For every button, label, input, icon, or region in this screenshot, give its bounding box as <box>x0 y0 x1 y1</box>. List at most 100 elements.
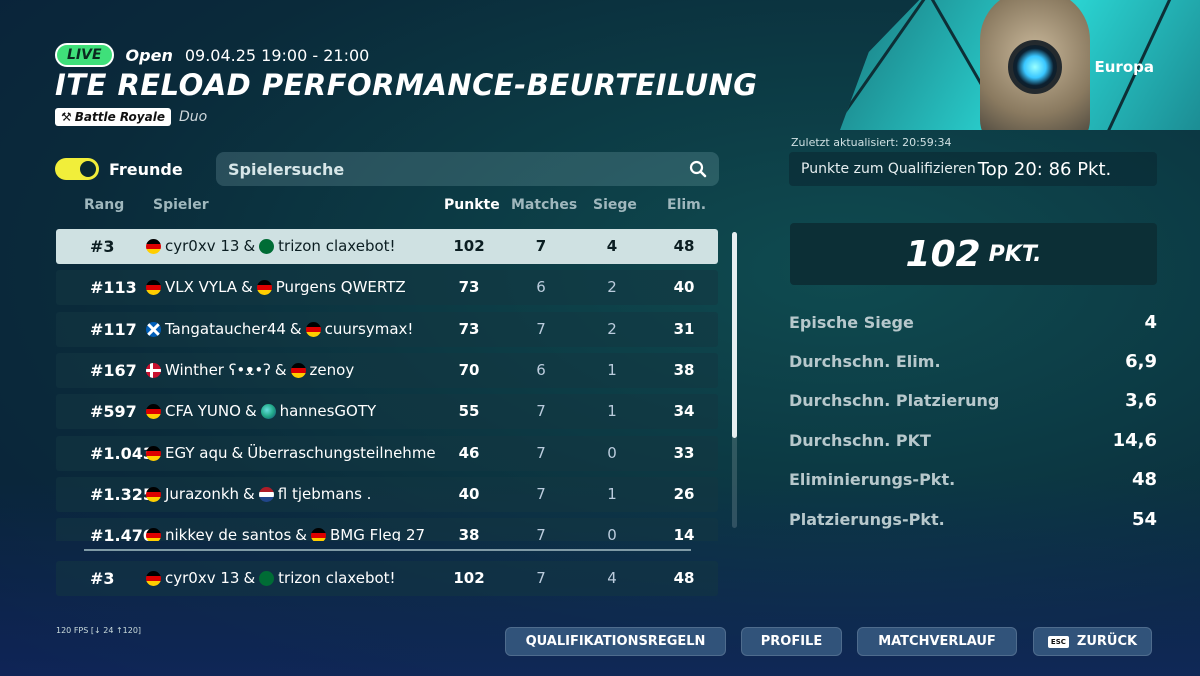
stat-value: 54 <box>1131 508 1157 530</box>
row-elims: 26 <box>673 484 695 503</box>
row-rank: #1.325 <box>90 484 155 504</box>
match-history-button[interactable]: MATCHVERLAUF <box>857 627 1017 656</box>
player-separator: & <box>274 360 287 379</box>
player-search-input[interactable] <box>228 159 689 179</box>
player-separator: & <box>243 484 255 503</box>
player-1-name: Jurazonkh <box>165 484 240 503</box>
row-elims: 14 <box>673 526 695 541</box>
row-points: 70 <box>458 360 480 379</box>
leaderboard-row[interactable]: #1.325 Jurazonkh & fl tjebmans . 40 7 1 … <box>56 476 718 512</box>
flag-germany-icon <box>146 404 161 420</box>
stat-row: Epische Siege 4 <box>789 310 1157 334</box>
total-points-box: 102 PKT. <box>790 223 1157 285</box>
flag-saudi-icon <box>259 571 275 586</box>
player-1-name: VLX VYLA <box>165 278 238 297</box>
mode-badge: ⚒ Battle Royale <box>55 108 171 126</box>
profiles-button[interactable]: PROFILE <box>741 627 842 656</box>
player-1-name: Winther ʕ•ᴥ•ʔ <box>165 360 271 379</box>
player-2-name: trizon claxebot! <box>278 569 396 587</box>
player-2-name: Purgens QWERTZ <box>275 278 406 297</box>
player-separator: & <box>231 443 244 462</box>
row-matches: 7 <box>536 484 546 503</box>
total-points-unit: PKT. <box>988 241 1042 267</box>
row-matches: 7 <box>536 319 546 338</box>
esc-key-icon: ESC <box>1047 635 1069 648</box>
row-points: 73 <box>458 278 480 297</box>
stat-label: Platzierungs-Pkt. <box>789 509 945 529</box>
scrollbar-thumb[interactable] <box>732 232 737 438</box>
leaderboard-scrollbar[interactable] <box>732 232 737 528</box>
character-portrait <box>980 0 1090 130</box>
qualify-label: Punkte zum Qualifizieren <box>801 161 976 177</box>
row-wins: 2 <box>607 278 617 297</box>
row-points: 102 <box>453 237 485 255</box>
row-players: Tangataucher44 & cuursymax! <box>146 312 436 347</box>
row-rank: #1.043 <box>90 443 155 463</box>
flag-germany-icon <box>146 239 161 254</box>
stat-label: Durchschn. Platzierung <box>789 391 1000 411</box>
qualification-rules-button[interactable]: QUALIFIKATIONSREGELN <box>505 627 726 656</box>
row-matches: 7 <box>536 443 546 462</box>
player-1-name: Tangataucher44 <box>165 319 286 338</box>
column-header-player: Spieler <box>153 197 209 213</box>
table-divider <box>84 549 691 551</box>
leaderboard-row[interactable]: #1.043 EGY aqu & Überraschungsteilnehmer… <box>56 435 718 471</box>
my-team-row-content[interactable]: #3 cyr0xv 13 & trizon claxebot! 102 7 4 … <box>56 561 718 596</box>
leaderboard-row[interactable]: #3 cyr0xv 13 & trizon claxebot! 102 7 4 … <box>56 229 718 264</box>
stat-label: Epische Siege <box>789 312 914 332</box>
row-elims: 38 <box>673 360 695 379</box>
hero-banner <box>840 0 1200 130</box>
leaderboard-row[interactable]: #117 Tangataucher44 & cuursymax! 73 7 2 … <box>56 311 718 347</box>
player-search[interactable] <box>216 152 719 186</box>
row-matches: 6 <box>536 360 546 379</box>
friends-toggle-row[interactable]: Freunde <box>55 158 183 180</box>
player-separator: & <box>243 237 256 255</box>
back-button[interactable]: ESC ZURÜCK <box>1033 627 1152 656</box>
row-matches: 7 <box>535 237 547 255</box>
player-2-name: cuursymax! <box>324 319 414 338</box>
event-time: 09.04.25 19:00 - 21:00 <box>184 45 370 65</box>
leaderboard-row[interactable]: #597 CFA YUNO & hannesGOTY 55 7 1 34 <box>56 394 718 430</box>
column-header-points: Punkte <box>444 197 500 213</box>
row-wins: 1 <box>607 402 617 421</box>
player-1-name: EGY aqu <box>165 443 228 462</box>
stat-row: Platzierungs-Pkt. 54 <box>789 507 1157 531</box>
live-badge: LIVE <box>55 43 114 67</box>
friends-toggle-label: Freunde <box>109 159 183 179</box>
search-icon[interactable] <box>689 160 707 178</box>
row-wins: 0 <box>607 526 617 541</box>
row-elims: 34 <box>673 402 695 421</box>
row-rank: #167 <box>90 360 137 380</box>
row-rank: #117 <box>90 319 137 339</box>
row-points: 55 <box>458 402 480 421</box>
region-label: Europa <box>1094 58 1155 76</box>
flag-germany-icon <box>290 362 306 378</box>
friends-toggle[interactable] <box>55 158 99 180</box>
row-rank: #1.470 <box>90 526 155 541</box>
row-wins: 4 <box>607 569 617 587</box>
leaderboard-row[interactable]: #167 Winther ʕ•ᴥ•ʔ & zenoy 70 6 1 38 <box>56 352 718 388</box>
row-elims: 31 <box>673 319 695 338</box>
row-rank: #3 <box>90 237 115 256</box>
player-1-name: cyr0xv 13 <box>165 569 240 587</box>
stat-row: Durchschn. Elim. 6,9 <box>789 349 1157 373</box>
row-wins: 1 <box>607 360 617 379</box>
globe-icon <box>260 404 276 420</box>
row-rank: #597 <box>90 402 137 422</box>
row-rank: #3 <box>90 569 115 588</box>
leaderboard-row[interactable]: #1.470 nikkey de santos & BMG Fleg 27 38… <box>56 518 718 541</box>
row-players: CFA YUNO & hannesGOTY <box>146 394 436 429</box>
qualify-threshold: Punkte zum Qualifizieren Top 20: 86 Pkt. <box>789 152 1157 186</box>
stat-label: Durchschn. PKT <box>789 430 931 450</box>
flag-saudi-icon <box>259 239 275 254</box>
my-team-row[interactable]: #3 cyr0xv 13 & trizon claxebot! 102 7 4 … <box>56 561 718 596</box>
status-label: Open <box>125 45 173 65</box>
player-1-name: nikkey de santos <box>165 526 292 541</box>
flag-germany-icon <box>146 571 161 586</box>
row-elims: 48 <box>673 569 695 587</box>
leaderboard-row[interactable]: #113 VLX VYLA & Purgens QWERTZ 73 6 2 40 <box>56 270 718 306</box>
back-button-label: ZURÜCK <box>1076 634 1138 649</box>
stat-value: 4 <box>1144 311 1157 333</box>
column-header-elims: Elim. <box>667 197 707 213</box>
row-players: cyr0xv 13 & trizon claxebot! <box>146 561 436 596</box>
